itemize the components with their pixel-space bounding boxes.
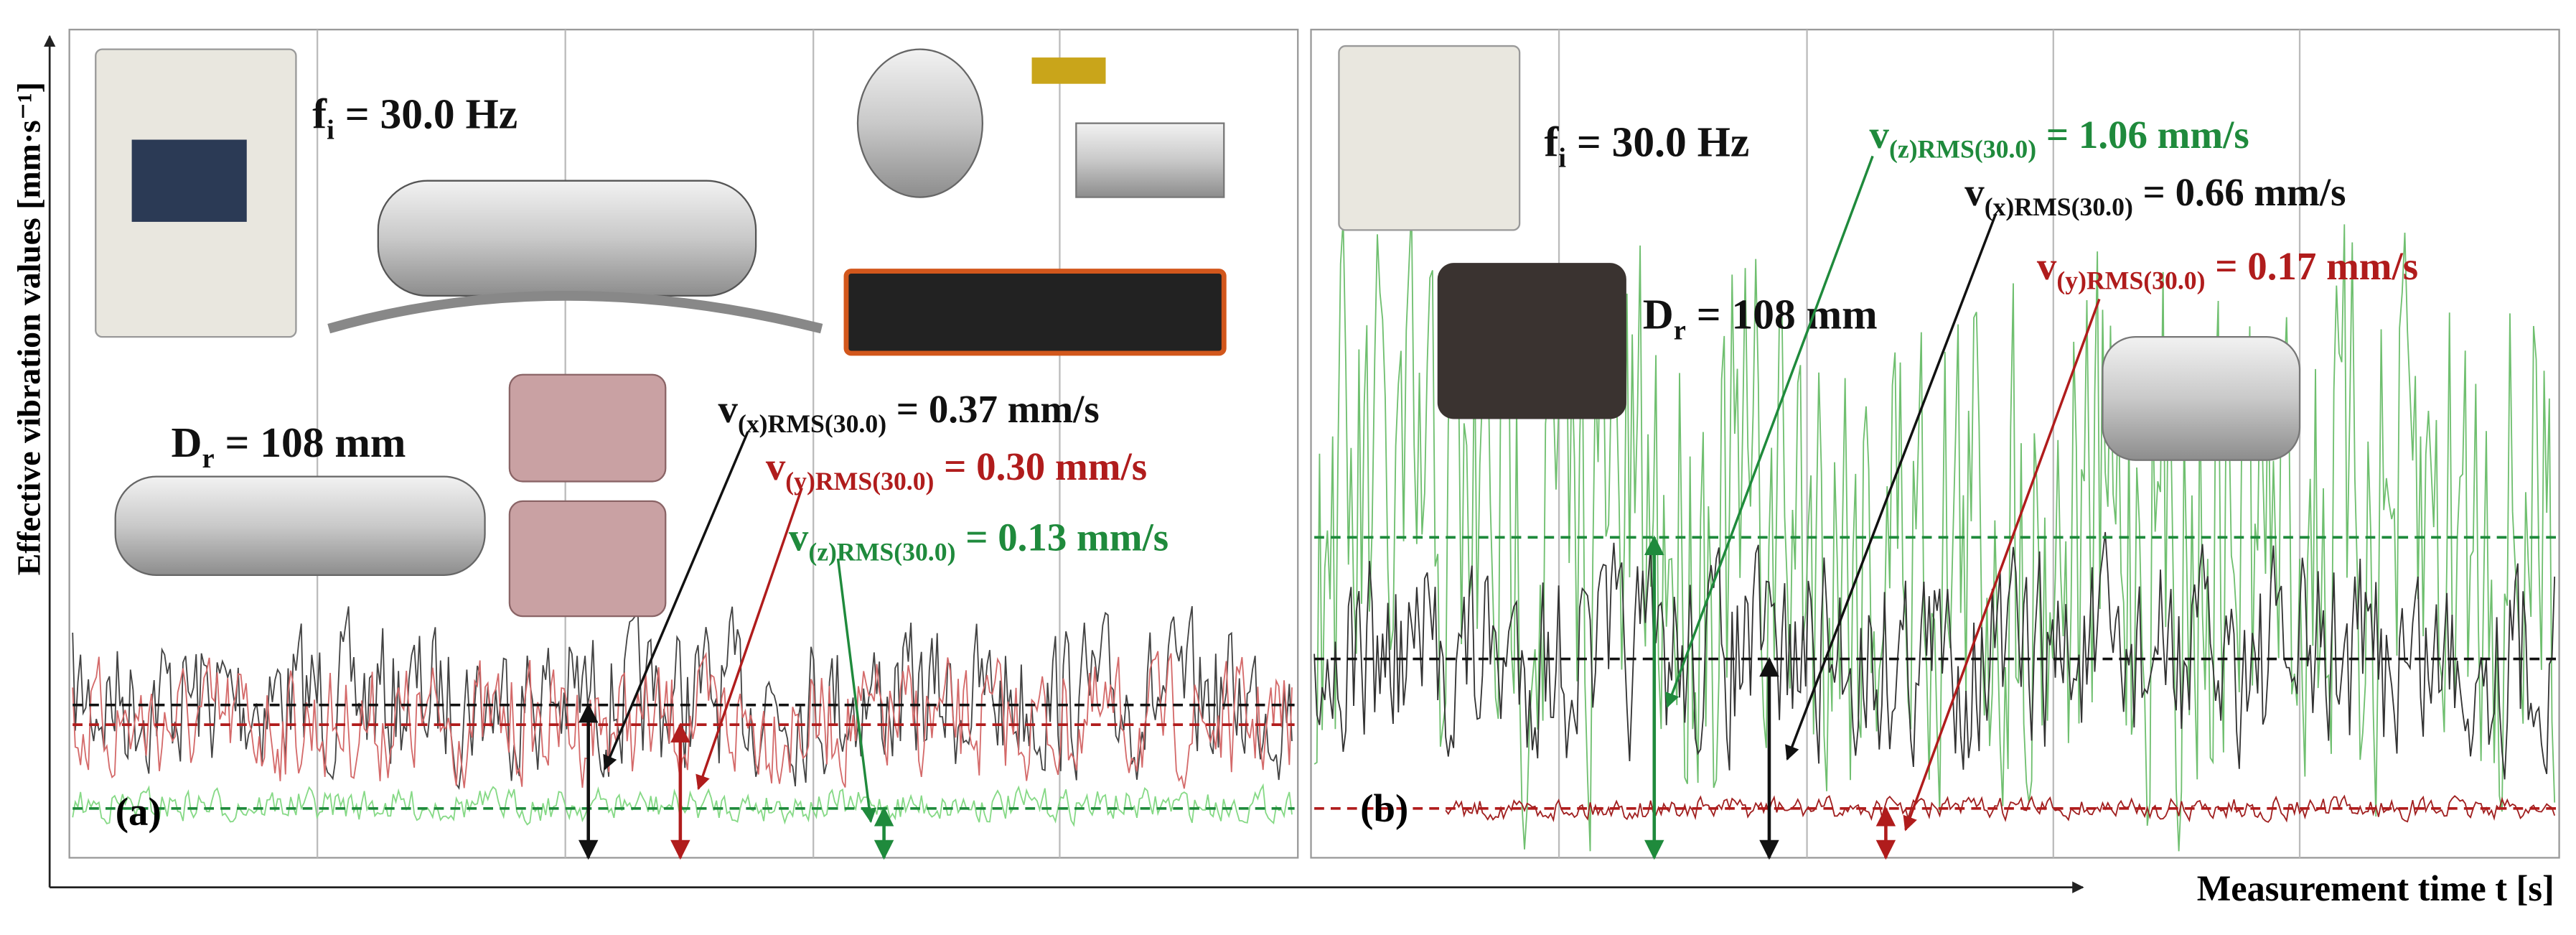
photo-placeholder: [1338, 45, 1521, 231]
photo-placeholder: [843, 269, 1227, 356]
label: fi = 30.0 Hz: [312, 90, 517, 145]
label-subscript: i: [327, 115, 334, 145]
photo-placeholder: [114, 475, 486, 577]
x-axis-label: Measurement time t [s]: [2197, 868, 2554, 908]
label-text: = 0.37 mm/s: [886, 387, 1100, 431]
label-symbol: v: [718, 387, 738, 431]
label-symbol: v: [1964, 170, 1985, 214]
axes: [43, 34, 2084, 893]
label: fi = 30.0 Hz: [1544, 118, 1749, 173]
photos: [95, 45, 2301, 618]
label: v(x)RMS(30.0) = 0.66 mm/s: [1964, 170, 2346, 221]
label-subscript: i: [1558, 143, 1566, 173]
photo-placeholder: [856, 48, 984, 198]
label-subscript: (x)RMS(30.0): [1985, 192, 2133, 221]
photo-placeholder: [2102, 335, 2301, 461]
pointer: [603, 432, 749, 771]
label-symbol: f: [1544, 118, 1559, 165]
label: v(y)RMS(30.0) = 0.17 mm/s: [2037, 244, 2418, 295]
photo-placeholder: [1437, 263, 1626, 419]
photo-placeholder: [1031, 57, 1106, 84]
y-axis-label: Effective vibration values [mm·s⁻¹]: [10, 82, 47, 575]
label-subscript: (z)RMS(30.0): [808, 537, 955, 566]
label-symbol: v: [789, 516, 809, 559]
label: v(z)RMS(30.0) = 1.06 mm/s: [1870, 113, 2249, 164]
label-subscript: (y)RMS(30.0): [785, 467, 934, 496]
photo-placeholder: [1075, 122, 1225, 198]
photo-placeholder: [327, 291, 823, 334]
label-subscript: (z)RMS(30.0): [1889, 135, 2036, 164]
label: v(x)RMS(30.0) = 0.37 mm/s: [718, 387, 1099, 438]
label-text: = 30.0 Hz: [1566, 118, 1749, 165]
pointer: [1785, 213, 1997, 761]
photo-placeholder: [508, 500, 667, 618]
label-subscript: r: [202, 444, 214, 474]
label: v(y)RMS(30.0) = 0.30 mm/s: [766, 445, 1147, 496]
label: Dr = 108 mm: [172, 419, 406, 474]
photo-placeholder: [508, 373, 667, 483]
label-text: = 108 mm: [215, 419, 406, 466]
label-symbol: v: [766, 445, 786, 488]
label-text: = 0.17 mm/s: [2206, 244, 2419, 288]
label-subscript: (y)RMS(30.0): [2056, 266, 2205, 295]
photo-placeholder: [131, 139, 247, 222]
label-symbol: f: [312, 90, 327, 137]
label-subscript: r: [1674, 316, 1686, 346]
label-text: = 108 mm: [1686, 291, 1878, 338]
pointer: [1903, 298, 2101, 832]
label-text: = 30.0 Hz: [334, 90, 517, 137]
label: Dr = 108 mm: [1643, 291, 1878, 346]
signal-trace: [1445, 794, 2556, 823]
label-symbol: v: [1870, 113, 1890, 157]
pointer: [1664, 155, 1874, 708]
label-text: = 0.13 mm/s: [955, 516, 1168, 559]
signal-trace: [1313, 531, 2556, 780]
label-text: = 0.66 mm/s: [2133, 170, 2346, 214]
label-symbol: v: [2037, 244, 2057, 288]
signal-trace: [1313, 205, 2556, 852]
label-text: = 1.06 mm/s: [2036, 113, 2249, 157]
label-symbol: D: [1643, 291, 1674, 338]
label-subscript: (x)RMS(30.0): [738, 409, 886, 438]
photo-placeholder: [377, 180, 757, 297]
panel-label: (b): [1360, 786, 1408, 830]
pointer: [836, 558, 877, 824]
label-text: = 0.30 mm/s: [934, 445, 1147, 488]
panel-label: (a): [116, 790, 161, 834]
pointer: [695, 488, 803, 791]
label-symbol: D: [172, 419, 202, 466]
label: v(z)RMS(30.0) = 0.13 mm/s: [789, 516, 1168, 567]
